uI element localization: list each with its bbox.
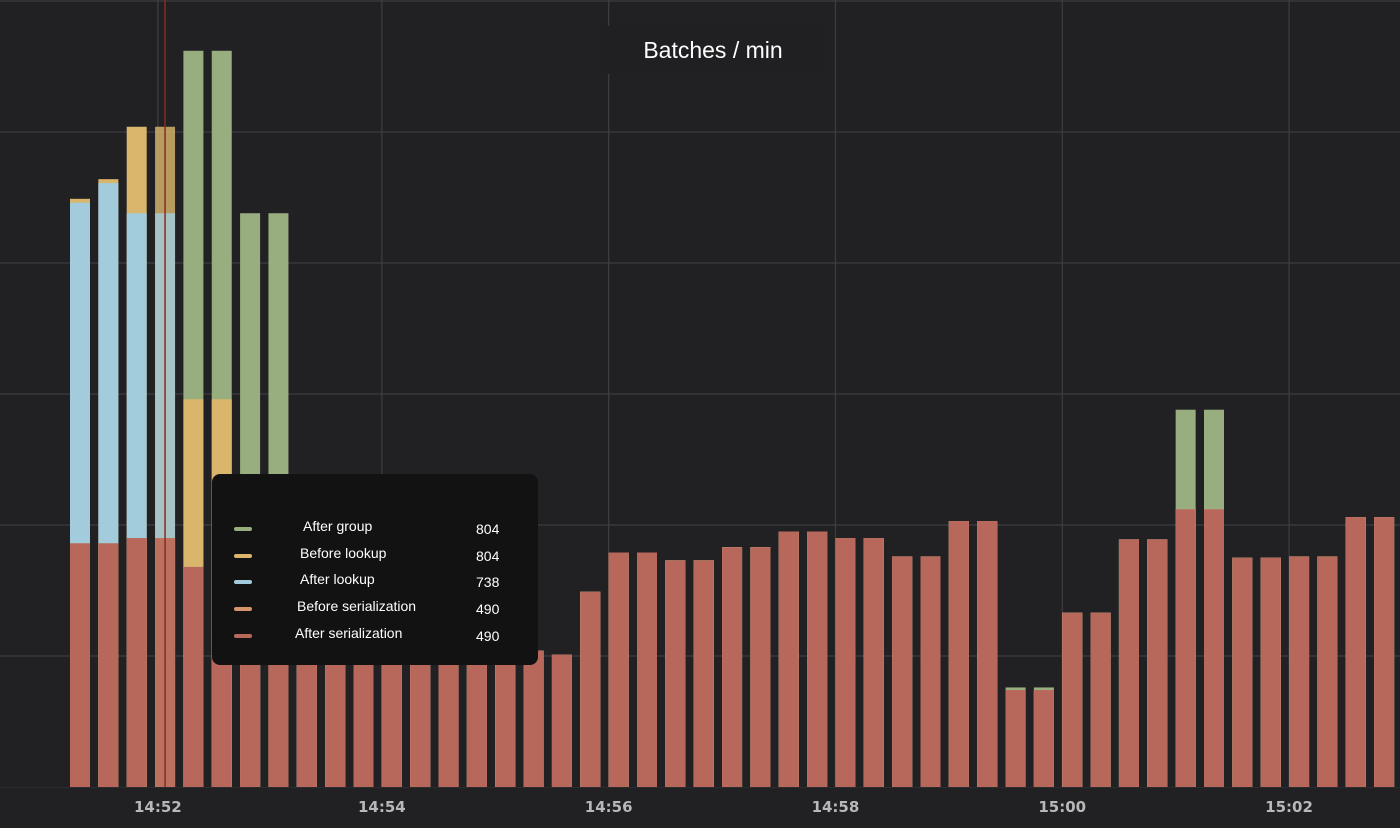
bar-after-serialization [807,531,828,787]
bar-after-serialization [920,556,941,787]
bar-after-serialization [1289,556,1310,787]
chart-title: Batches / min [643,36,783,63]
bar-after-serialization [211,629,232,787]
bar-after-serialization [438,645,459,787]
tooltip-value: 738 [476,574,500,590]
bar-after-serialization [381,642,402,787]
after-lookup-swatch [234,580,252,584]
bar-after-serialization [1147,539,1168,787]
tooltip-label: Before lookup [300,545,387,561]
bar-after-serialization [835,538,856,787]
bar-after-serialization [1090,612,1111,787]
bar-after-serialization [863,538,884,787]
after-serialization-swatch [234,634,252,638]
tooltip-row-after-lookup: After lookup 738 [212,571,538,593]
bar-after-serialization [466,648,487,787]
bar-after-serialization [1374,517,1395,787]
bar-after-serialization [608,552,629,787]
bar-after-serialization [296,640,317,787]
tooltip-value: 804 [476,548,500,564]
x-tick-label: 14:56 [585,798,633,816]
bar-after-serialization [948,521,969,787]
bar-after-serialization [977,521,998,787]
bar-after-serialization [637,552,657,787]
tooltip-value: 490 [476,628,500,644]
bar-after-serialization [495,648,516,787]
chart-title-box: Batches / min [600,26,826,74]
bar-after-serialization [523,650,544,787]
bar-after-serialization [268,629,289,787]
bar-after-serialization [1175,509,1196,787]
tooltip-row-after-group: After group 804 [212,518,538,540]
bar-after-serialization [722,547,743,787]
x-tick-label: 15:00 [1038,798,1086,816]
bar-after-serialization [98,543,119,787]
tooltip-label: After lookup [300,571,375,587]
x-tick-label: 14:58 [812,798,860,816]
bar-after-serialization [665,560,686,787]
bar-after-serialization [1317,556,1338,787]
bar-after-serialization [1005,690,1026,787]
tooltip-row-before-lookup: Before lookup 804 [212,545,538,567]
tooltip-value: 490 [476,601,500,617]
bar-after-serialization [892,556,913,787]
bar-after-serialization [126,538,147,787]
x-tick-label: 14:52 [134,798,182,816]
x-tick-label: 15:02 [1265,798,1313,816]
tooltip-label: After serialization [295,625,403,641]
x-tick-label: 14:54 [358,798,406,816]
bar-after-serialization [240,629,261,787]
bar-after-serialization [750,547,771,787]
bar-after-serialization [778,531,799,787]
tooltip-value: 804 [476,521,500,537]
tooltip-row-before-serialization: Before serialization 490 [212,598,538,620]
before-lookup-swatch [234,554,252,558]
bar-after-serialization [325,640,346,787]
bar-after-serialization [353,642,374,787]
bar-after-serialization [1033,690,1054,787]
tooltip-label: After group [303,518,373,534]
bar-after-serialization [1232,557,1253,787]
bar-after-serialization [1204,509,1224,787]
bar-after-serialization [410,645,431,787]
bar-after-serialization [1062,612,1083,787]
tooltip-label: Before serialization [297,598,417,614]
bar-after-serialization [693,560,714,787]
bar-after-serialization [1118,539,1139,787]
bar-after-serialization [1345,517,1366,787]
bar-after-serialization [580,591,601,787]
bar-after-serialization [1260,557,1281,787]
bar-after-serialization [183,566,204,787]
after-group-swatch [234,527,252,531]
before-serialization-swatch [234,607,252,611]
hover-tooltip: After group 804 Before lookup 804 After … [212,474,538,665]
tooltip-row-after-serialization: After serialization 490 [212,625,538,647]
bar-after-serialization [551,654,572,787]
bar-after-serialization [70,543,90,787]
